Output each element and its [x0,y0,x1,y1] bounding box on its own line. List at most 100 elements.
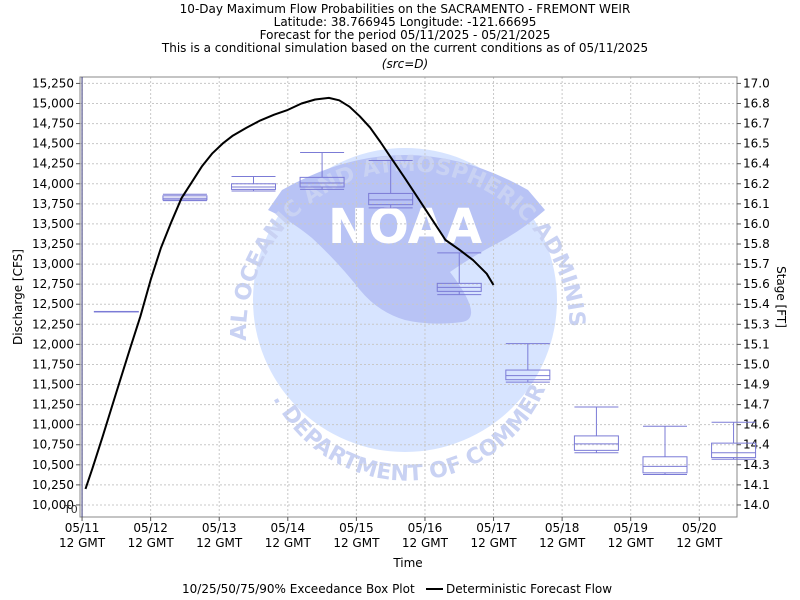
x-tick-date: 05/19 [613,521,648,535]
y2-tick-label: 17.0 [743,76,770,90]
x-axis-title: Time [392,556,422,570]
chart-legend: 10/25/50/75/90% Exceedance Box Plot Dete… [182,582,612,596]
x-tick-time: 12 GMT [333,536,380,550]
x-tick-time: 12 GMT [59,536,106,550]
y2-tick-label: 15.0 [743,357,770,371]
y-tick-label: 11,250 [32,398,74,412]
y-tick-label: 14,500 [32,137,74,151]
chart-title-line-3: Forecast for the period 05/11/2025 - 05/… [260,28,551,42]
y-tick-label: 11,500 [32,378,74,392]
y2-tick-label: 15.4 [743,297,770,311]
y-tick-label: 13,750 [32,197,74,211]
y-tick-label: 13,500 [32,217,74,231]
box-iqr [573,435,619,451]
x-tick-time: 12 GMT [608,536,655,550]
chart-title-line-2: Latitude: 38.766945 Longitude: -121.6669… [274,15,537,29]
box-iqr [505,369,551,381]
chart-subtitle: (src=D) [382,57,428,71]
noaa-watermark-logo: NOAA NATIONAL OCEANIC AND ATMOSPHERIC AD… [0,0,589,487]
y2-tick-label: 16.7 [743,117,770,131]
y-tick-label: 14,250 [32,157,74,171]
t0-label: T0 [63,503,78,516]
box-iqr [368,192,414,206]
y2-tick-label: 14.4 [743,438,770,452]
box-plot [505,343,551,383]
y-tick-label: 13,000 [32,257,74,271]
y2-tick-label: 15.7 [743,257,770,271]
y2-tick-label: 14.7 [743,398,770,412]
y-tick-label: 12,000 [32,337,74,351]
box-plot [642,425,688,475]
y2-tick-label: 14.0 [743,498,770,512]
box-plot [436,252,482,296]
box-plot [231,176,277,192]
x-tick-date: 05/17 [476,521,511,535]
x-tick-time: 12 GMT [676,536,723,550]
y2-tick-label: 15.1 [743,337,770,351]
y2-tick-label: 16.4 [743,157,770,171]
x-tick-date: 05/18 [545,521,580,535]
noaa-logo-bird-region [268,155,545,324]
y-tick-label: 11,750 [32,357,74,371]
deterministic-forecast-line [84,96,495,490]
y-axis-right-title: Stage [FT] [774,266,788,328]
y2-tick-label: 14.6 [743,418,770,432]
y2-tick-label: 15.8 [743,237,770,251]
x-tick-date: 05/20 [682,521,717,535]
legend-line-label: Deterministic Forecast Flow [446,582,612,596]
y2-tick-label: 15.3 [743,317,770,331]
x-tick-date: 05/15 [339,521,374,535]
box-plot [368,160,414,209]
x-tick-date: 05/16 [408,521,443,535]
y-tick-label: 12,250 [32,317,74,331]
y-tick-label: 10,750 [32,438,74,452]
y-axis-left-title: Discharge [CFS] [11,249,25,345]
chart-title-block: 10-Day Maximum Flow Probabilities on the… [161,2,648,71]
y2-tick-label: 16.0 [743,217,770,231]
y-axis-right: 14.0 14.1 14.3 14.4 14.6 14.7 14.9 15.0 15.1 15.3… [737,76,770,512]
x-tick-time: 12 GMT [128,536,175,550]
x-tick-date: 05/12 [133,521,168,535]
t0-marker: T0 [63,77,83,517]
x-tick-time: 12 GMT [471,536,518,550]
box-plot [299,151,345,190]
y2-tick-label: 14.3 [743,458,770,472]
y-tick-label: 15,250 [32,76,74,90]
y2-tick-label: 16.5 [743,137,770,151]
box-plot-series [93,151,757,475]
x-tick-time: 12 GMT [265,536,312,550]
deterministic-series [84,96,495,490]
legend-box-label: 10/25/50/75/90% Exceedance Box Plot [182,582,415,596]
y2-tick-label: 14.1 [743,478,770,492]
x-tick-date: 05/13 [202,521,237,535]
y2-tick-label: 14.9 [743,378,770,392]
box-plot [93,310,139,313]
y-tick-label: 14,000 [32,177,74,191]
chart-title-line-4: This is a conditional simulation based o… [161,41,648,55]
x-tick-date: 05/14 [271,521,306,535]
x-tick-time: 12 GMT [539,536,586,550]
y2-tick-label: 16.2 [743,177,770,191]
y-tick-label: 10,500 [32,458,74,472]
y2-tick-label: 15.6 [743,277,770,291]
y-tick-label: 11,000 [32,418,74,432]
x-tick-time: 12 GMT [196,536,243,550]
x-tick-date: 05/11 [65,521,100,535]
y-tick-label: 14,750 [32,117,74,131]
y2-tick-label: 16.1 [743,197,770,211]
box-iqr [711,442,757,459]
y-tick-label: 10,250 [32,478,74,492]
box-plot [162,193,208,202]
y-tick-label: 10,000 [32,498,74,512]
box-plot [711,421,757,460]
y-tick-label: 12,750 [32,277,74,291]
y-axis-left: 10,000 10,250 10,500 10,750 11,000 11,250 11,5… [32,76,80,512]
y-tick-label: 12,500 [32,297,74,311]
y-tick-label: 13,250 [32,237,74,251]
x-tick-time: 12 GMT [402,536,449,550]
box-plot [573,406,619,454]
y2-tick-label: 16.8 [743,96,770,110]
chart-title-line-1: 10-Day Maximum Flow Probabilities on the… [180,2,631,16]
